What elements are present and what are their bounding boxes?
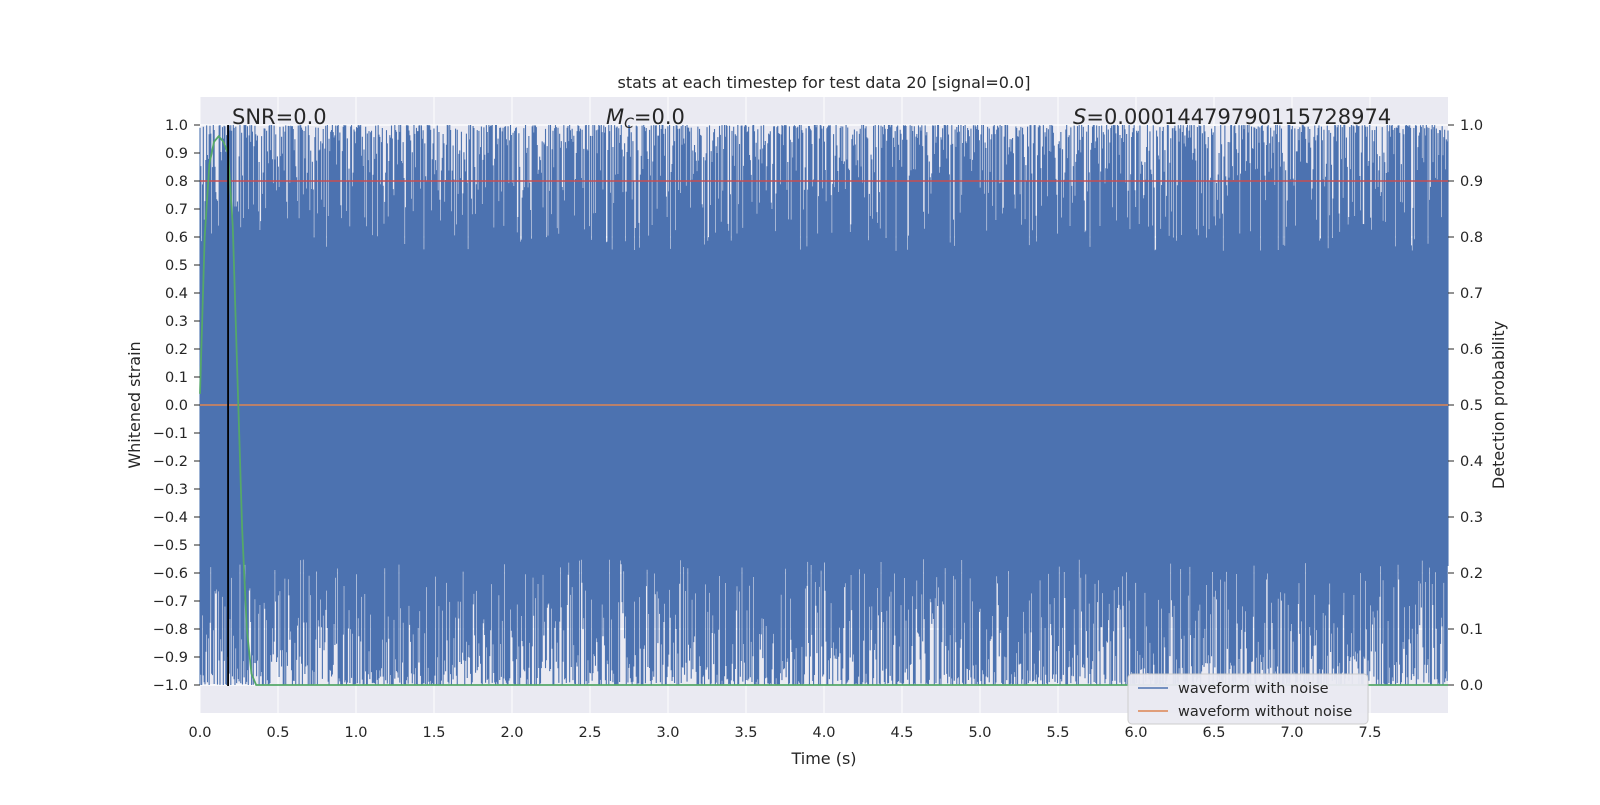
y2-tick-label: 1.0: [1460, 118, 1483, 134]
y-tick-label: −0.7: [153, 594, 188, 610]
y-tick-label: 0.6: [165, 230, 188, 246]
y-tick-label: −0.4: [153, 510, 188, 526]
x-tick-label: 5.5: [1046, 725, 1069, 741]
annotation-mc: MC=0.0: [606, 105, 685, 132]
y-tick-label: 0.7: [165, 202, 188, 218]
y-tick-label: 1.0: [165, 118, 188, 134]
annotations: SNR=0.0 MC=0.0 S=0.00014479790115728974: [232, 105, 1391, 132]
series-detection-probability: [199, 134, 1448, 686]
x-tick-label: 7.0: [1280, 725, 1303, 741]
x-axis-label: Time (s): [790, 749, 856, 768]
y-tick-label: 0.2: [165, 342, 188, 358]
y2-tick-label: 0.4: [1460, 454, 1483, 470]
y-tick-label: −0.1: [153, 426, 188, 442]
ticks: 0.0 0.5 1.0 1.5 2.0 2.5 3.0 3.5 4.0 4.5 5.0 5.5 6.0 6…: [153, 118, 1483, 741]
annotation-snr: SNR=0.0: [232, 105, 327, 129]
y2-tick-label: 0.9: [1460, 174, 1483, 190]
y-tick-label: 0.9: [165, 146, 188, 162]
x-tick-label: 0.5: [266, 725, 289, 741]
annotation-mc-symbol: M: [606, 105, 624, 129]
y-axis-label: Whitened strain: [125, 341, 144, 468]
y-tick-label: −0.6: [153, 566, 188, 582]
legend: waveform with noise waveform without noi…: [1127, 673, 1369, 725]
y-tick-label: 0.5: [165, 258, 188, 274]
annotation-mc-value: =0.0: [634, 105, 685, 129]
y-tick-label: −0.8: [153, 622, 188, 638]
x-tick-label: 4.5: [890, 725, 913, 741]
x-tick-label: 6.0: [1124, 725, 1147, 741]
x-tick-label: 4.0: [812, 725, 835, 741]
line-layer: [199, 125, 1448, 686]
x-tick-label: 1.5: [422, 725, 445, 741]
y2-tick-label: 0.8: [1460, 230, 1483, 246]
y-tick-label: 0.0: [165, 398, 188, 414]
y-tick-label: −0.5: [153, 538, 188, 554]
y2-tick-label: 0.5: [1460, 398, 1483, 414]
y2-tick-label: 0.0: [1460, 678, 1483, 694]
legend-label-clean: waveform without noise: [1178, 704, 1352, 720]
x-tick-label: 5.0: [968, 725, 991, 741]
y-tick-label: −0.2: [153, 454, 188, 470]
legend-box: [1127, 673, 1369, 725]
y-tick-label: 0.8: [165, 174, 188, 190]
y-tick-label: −0.3: [153, 482, 188, 498]
chart-title: stats at each timestep for test data 20 …: [618, 73, 1031, 92]
y2-tick-label: 0.7: [1460, 286, 1483, 302]
y2-tick-label: 0.3: [1460, 510, 1483, 526]
annotation-mc-subscript: C: [624, 116, 634, 132]
x-tick-label: 3.0: [656, 725, 679, 741]
y-tick-label: 0.1: [165, 370, 188, 386]
annotation-s: S=0.00014479790115728974: [1073, 105, 1391, 129]
x-tick-label: 7.5: [1358, 725, 1381, 741]
x-tick-label: 0.0: [188, 725, 211, 741]
x-tick-label: 2.5: [578, 725, 601, 741]
y2-tick-label: 0.2: [1460, 566, 1483, 582]
y2-axis-label: Detection probability: [1489, 321, 1508, 489]
y-tick-label: −1.0: [153, 678, 188, 694]
legend-label-noise: waveform with noise: [1178, 681, 1329, 697]
x-tick-label: 6.5: [1202, 725, 1225, 741]
x-tick-label: 3.5: [734, 725, 757, 741]
y-tick-label: 0.4: [165, 286, 188, 302]
y-tick-label: 0.3: [165, 314, 188, 330]
annotation-s-value: =0.00014479790115728974: [1086, 105, 1391, 129]
x-tick-label: 1.0: [344, 725, 367, 741]
y-tick-label: −0.9: [153, 650, 188, 666]
x-tick-label: 2.0: [500, 725, 523, 741]
y2-tick-label: 0.1: [1460, 622, 1483, 638]
y2-tick-label: 0.6: [1460, 342, 1483, 358]
annotation-s-symbol: S: [1073, 105, 1086, 129]
